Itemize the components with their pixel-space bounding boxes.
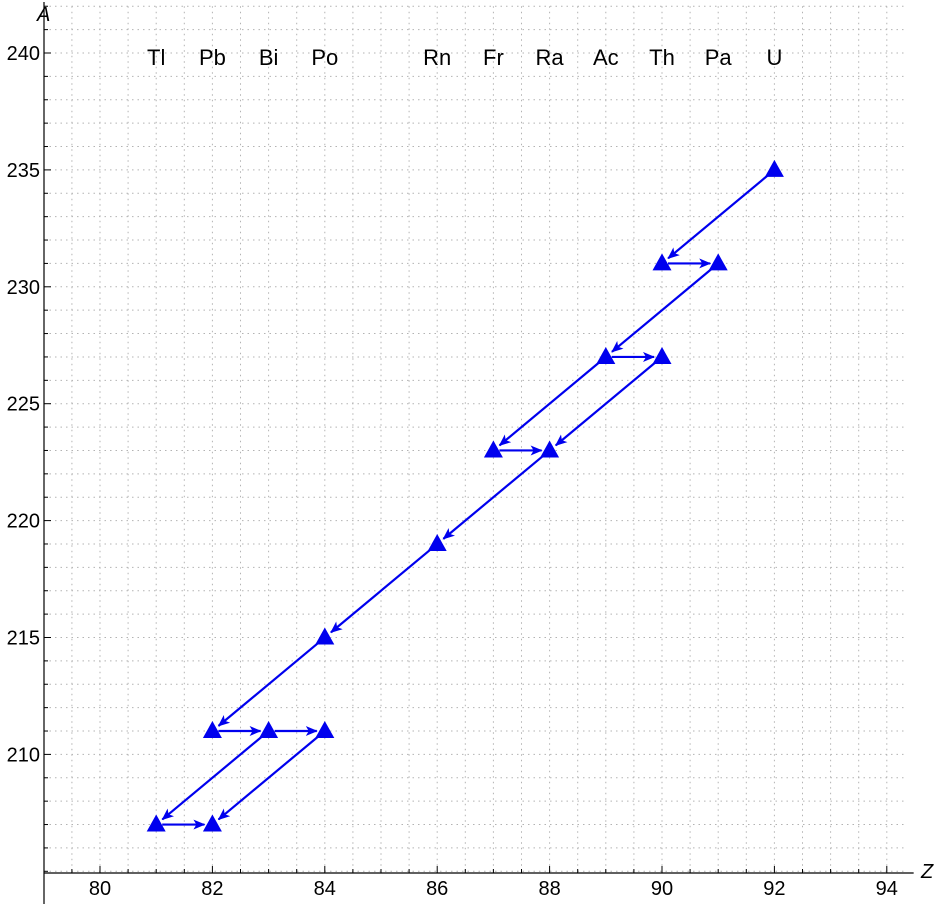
decay-arrow — [161, 734, 265, 821]
y-tick-label: 235 — [7, 160, 40, 182]
x-tick-label: 88 — [538, 878, 560, 900]
element-symbol-label: Po — [311, 45, 338, 70]
element-symbol-label: Rn — [423, 45, 451, 70]
decay-arrow — [217, 640, 321, 727]
decay-arrow — [442, 453, 546, 540]
y-tick-label: 220 — [7, 511, 40, 533]
decay-arrows — [161, 172, 771, 830]
y-axis-title: A — [36, 4, 50, 26]
decay-arrow — [330, 546, 434, 634]
x-tick-label: 86 — [426, 878, 448, 900]
nuclide-marker — [146, 814, 166, 832]
nuclide-marker — [596, 346, 616, 364]
x-tick-label: 82 — [201, 878, 223, 900]
y-tick-label: 230 — [7, 277, 40, 299]
nuclide-marker — [259, 721, 279, 739]
nuclide-marker — [708, 253, 728, 271]
axes: 80 82 84 86 88 90 92 94 210 215 220 225 230 235 240 — [7, 2, 914, 904]
nuclide-marker — [315, 627, 335, 645]
nuclide-marker — [202, 721, 222, 739]
decay-arrow — [498, 359, 602, 447]
x-tick-label: 84 — [314, 878, 336, 900]
element-symbol-label: Ac — [593, 45, 619, 70]
y-tick-label: 240 — [7, 43, 40, 65]
element-symbol-label: Ra — [536, 45, 565, 70]
decay-arrow — [611, 266, 715, 353]
element-symbol-label: Pa — [705, 45, 733, 70]
grid — [44, 5, 904, 873]
y-tick-label: 225 — [7, 394, 40, 416]
decay-arrow — [217, 734, 321, 821]
decay-arrow — [667, 172, 771, 260]
y-tick-label: 210 — [7, 744, 40, 766]
x-tick-label: 92 — [763, 878, 785, 900]
element-symbol-label: Bi — [259, 45, 279, 70]
nuclide-marker — [202, 814, 222, 832]
x-axis-title: Z — [920, 861, 934, 883]
nuclide-marker — [652, 253, 672, 271]
y-tick-label: 215 — [7, 628, 40, 650]
element-symbol-label: Tl — [147, 45, 165, 70]
nuclide-marker — [652, 346, 672, 364]
element-labels: Tl Pb Bi Po Rn Fr Ra Ac Th Pa U — [147, 45, 782, 70]
decay-arrow — [554, 359, 659, 447]
nuclide-marker — [427, 533, 447, 551]
element-symbol-label: Th — [649, 45, 675, 70]
element-symbol-label: U — [766, 45, 782, 70]
element-symbol-label: Fr — [483, 45, 504, 70]
nuclide-marker — [483, 440, 503, 458]
x-tick-label: 94 — [876, 878, 898, 900]
x-tick-label: 90 — [651, 878, 673, 900]
nuclide-marker — [315, 721, 335, 739]
x-tick-label: 80 — [89, 878, 111, 900]
element-symbol-label: Pb — [199, 45, 226, 70]
nuclide-points — [146, 159, 784, 832]
nuclide-marker — [764, 159, 784, 177]
nuclide-marker — [540, 440, 560, 458]
